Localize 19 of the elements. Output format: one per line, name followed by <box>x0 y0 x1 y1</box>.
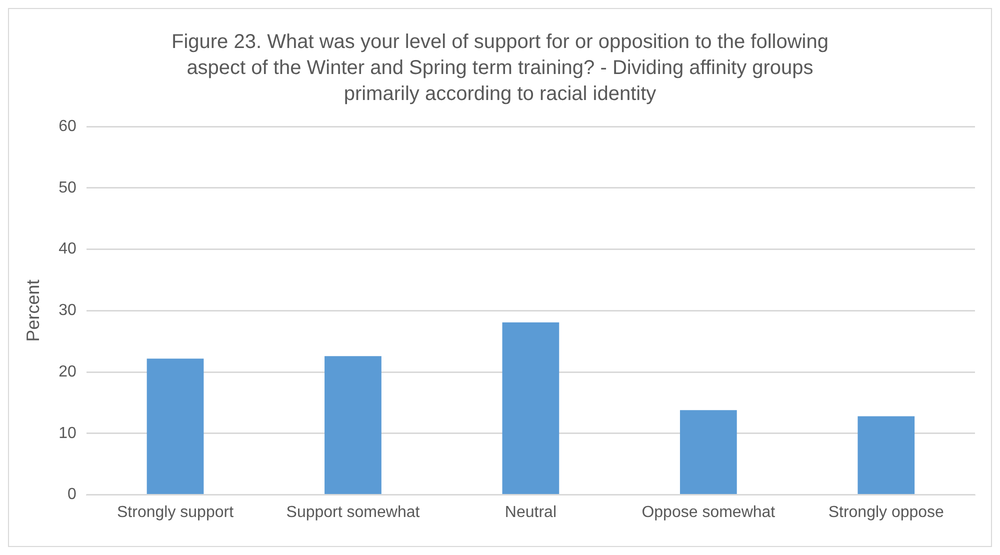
bar <box>502 322 560 494</box>
y-tick-label: 20 <box>58 363 76 380</box>
bar <box>324 356 382 494</box>
y-tick-label: 0 <box>67 486 76 504</box>
x-tick-label: Neutral <box>504 504 556 521</box>
x-tick-label: Oppose somewhat <box>642 504 776 521</box>
bar <box>858 416 915 494</box>
y-tick-label: 50 <box>58 179 76 196</box>
y-tick-label: 40 <box>58 240 76 258</box>
y-axis-title: Percent <box>22 280 43 342</box>
y-tick-label: 60 <box>58 118 76 136</box>
y-tick-label: 10 <box>58 424 76 442</box>
x-tick-label: Strongly support <box>117 504 234 521</box>
x-tick-label: Strongly oppose <box>828 504 944 521</box>
bar <box>680 410 737 494</box>
y-tick-label: 30 <box>58 302 76 320</box>
chart-title: Figure 23. What was your level of support for or opposition to the following aspect of the Winter and Spring term training? - Dividing affinity groups primarily according to racial identity <box>170 30 830 107</box>
x-tick-label: Support somewhat <box>286 504 420 521</box>
bar <box>146 358 204 494</box>
